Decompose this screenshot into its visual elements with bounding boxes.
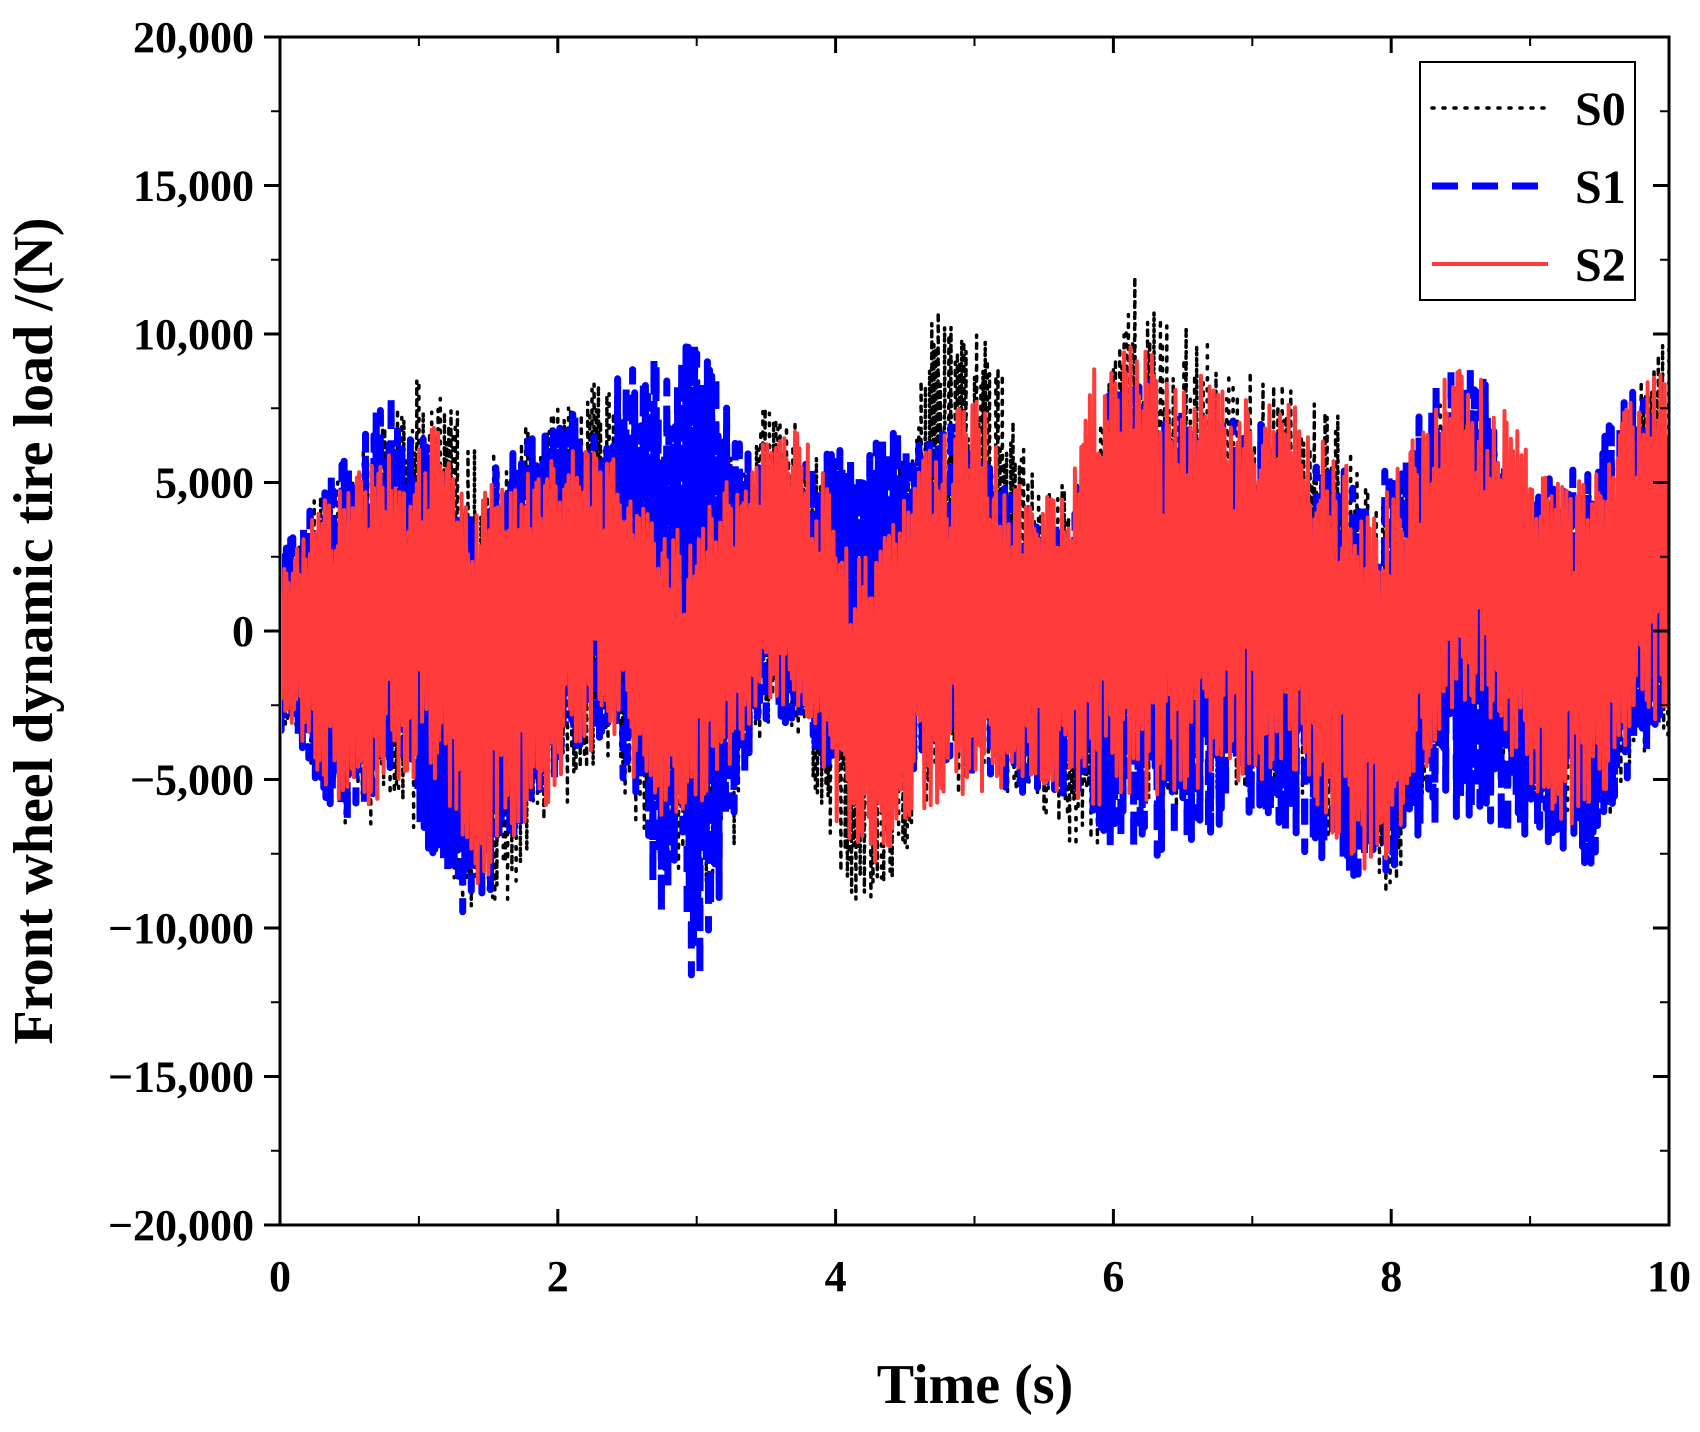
y-tick-label: −5,000 <box>130 756 254 805</box>
x-tick-label: 8 <box>1380 1252 1402 1301</box>
legend-box <box>1419 61 1636 301</box>
y-tick-label: −15,000 <box>108 1053 254 1102</box>
x-tick-label: 0 <box>269 1252 291 1301</box>
y-tick-label: 15,000 <box>133 162 254 211</box>
x-tick-label: 2 <box>547 1252 569 1301</box>
legend-label-s1: S1 <box>1575 161 1626 214</box>
y-tick-label: 20,000 <box>133 13 254 62</box>
series-line-s2 <box>282 345 1669 886</box>
legend: S0 S1 S2 <box>1419 61 1636 301</box>
series-layer <box>282 275 1669 979</box>
legend-label-s2: S2 <box>1575 239 1626 292</box>
y-tick-label: 5,000 <box>155 459 254 508</box>
y-tick-label: 0 <box>232 607 254 656</box>
x-axis-title: Time (s) <box>877 1354 1074 1416</box>
y-axis-title: Front wheel dynamic tire load /(N) <box>3 218 65 1045</box>
x-tick-label: 10 <box>1647 1252 1691 1301</box>
x-tick-label: 6 <box>1102 1252 1124 1301</box>
y-tick-label: −10,000 <box>108 904 254 953</box>
y-tick-label: −20,000 <box>108 1201 254 1250</box>
x-tick-label: 4 <box>825 1252 847 1301</box>
axis-ticks: 0 2 4 6 8 10 −20,000 −15,000 −10,000 −5,000 0 5,000… <box>108 13 1691 1301</box>
legend-label-s0: S0 <box>1575 83 1626 136</box>
y-tick-label: 10,000 <box>133 310 254 359</box>
